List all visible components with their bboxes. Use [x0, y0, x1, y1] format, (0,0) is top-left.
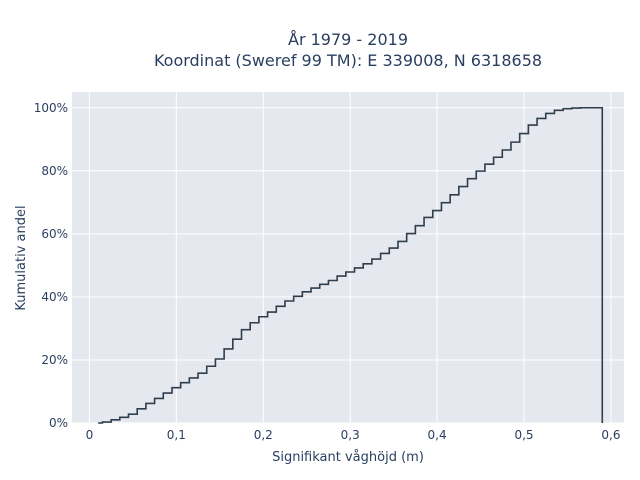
series-layer: [98, 106, 604, 424]
x-tick-label: 0,5: [514, 428, 533, 442]
x-axis-ticks: 0 0,1 0,2 0,3 0,4 0,5 0,6: [86, 428, 621, 442]
x-tick-label: 0: [86, 428, 94, 442]
grid-lines: [72, 92, 624, 424]
x-tick-label: 0,3: [341, 428, 360, 442]
x-tick-label: 0,6: [601, 428, 620, 442]
y-axis-ticks: 0% 20% 40% 60% 80% 100%: [34, 101, 68, 430]
y-tick-label: 0%: [49, 416, 68, 430]
x-tick-label: 0,2: [254, 428, 273, 442]
x-tick-label: 0,1: [167, 428, 186, 442]
plot-area: [72, 92, 624, 423]
y-tick-label: 100%: [34, 101, 68, 115]
y-tick-label: 20%: [41, 353, 68, 367]
y-tick-label: 80%: [41, 164, 68, 178]
chart-title-line1: År 1979 - 2019: [288, 30, 408, 49]
y-tick-label: 60%: [41, 227, 68, 241]
y-tick-label: 40%: [41, 290, 68, 304]
x-axis-title: Signifikant våghöjd (m): [272, 450, 424, 465]
cumulative-step-line: [98, 106, 604, 424]
x-tick-label: 0,4: [428, 428, 447, 442]
chart-title-line2: Koordinat (Sweref 99 TM): E 339008, N 63…: [154, 51, 542, 70]
y-axis-title: Kumulativ andel: [14, 205, 29, 310]
